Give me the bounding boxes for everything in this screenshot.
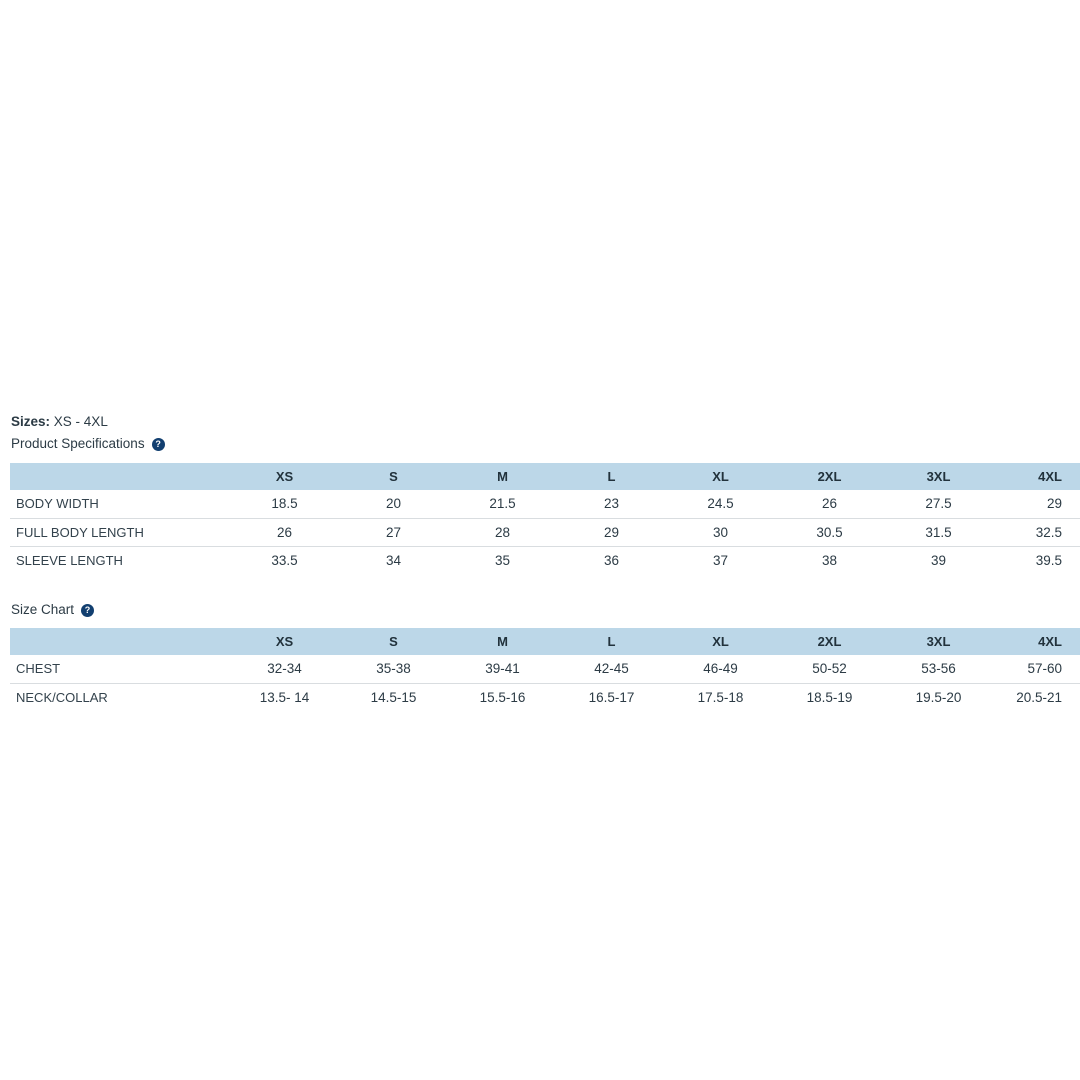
size-column-header: 2XL (775, 463, 884, 490)
measurement-value: 34 (339, 545, 448, 574)
size-column-header: M (448, 628, 557, 655)
measurement-value: 27.5 (925, 496, 952, 512)
measurement-value: 53-56 (921, 661, 956, 677)
measurement-value: 26 (821, 496, 838, 512)
size-column-header: XS (230, 628, 339, 655)
measurement-value: 21.5 (489, 496, 516, 512)
help-icon[interactable]: ? (151, 437, 165, 451)
measurement-value: 30 (666, 517, 775, 546)
size-column-header: XL (666, 463, 775, 490)
row-label-column-header (10, 628, 230, 655)
measurement-value: 18.5 (271, 496, 298, 512)
measurement-value: 14.5-15 (339, 682, 448, 711)
measurement-value: 26 (230, 517, 339, 546)
table-row: SLEEVE LENGTH 33.5 34 35 36 37 38 39 39.5 (10, 545, 1080, 574)
sizes-line: Sizes: XS - 4XL (11, 414, 1080, 430)
measurement-value: 38 (775, 545, 884, 574)
size-column-header: 3XL (884, 463, 993, 490)
product-specifications-title: Product Specifications (11, 436, 145, 451)
measurement-value: 46-49 (703, 661, 738, 677)
row-label: SLEEVE LENGTH (10, 545, 230, 574)
size-chart-title: Size Chart (11, 602, 75, 617)
row-label: CHEST (16, 661, 61, 677)
measurement-value: 20 (385, 496, 402, 512)
measurement-value: 50-52 (812, 661, 847, 677)
size-column-header: 2XL (775, 628, 884, 655)
measurement-value: 39 (884, 545, 993, 574)
measurement-value: 13.5- 14 (230, 682, 339, 711)
product-details-section: Sizes: XS - 4XL Product Specifications ?… (10, 414, 1080, 711)
row-label: NECK/COLLAR (10, 682, 230, 711)
size-column-header: S (339, 628, 448, 655)
measurement-value: 35-38 (376, 661, 411, 677)
size-header-row: XS S M L XL 2XL 3XL 4XL (10, 628, 1080, 655)
size-column-header: 4XL (993, 463, 1080, 490)
row-label: FULL BODY LENGTH (10, 517, 230, 546)
table-row: BODY WIDTH 18.5 20 21.5 23 24.5 26 27.5 29 (10, 490, 1080, 518)
measurement-value: 18.5-19 (775, 682, 884, 711)
measurement-value: 33.5 (230, 545, 339, 574)
measurement-value: 29 (1046, 496, 1062, 512)
measurement-value: 37 (666, 545, 775, 574)
measurement-value: 16.5-17 (557, 682, 666, 711)
measurement-value: 15.5-16 (448, 682, 557, 711)
measurement-value: 20.5-21 (993, 682, 1080, 711)
size-column-header: 4XL (993, 628, 1080, 655)
product-specifications-table: XS S M L XL 2XL 3XL 4XL BODY WIDTH 18.5 20 21.5 23 24… (10, 463, 1080, 574)
measurement-value: 19.5-20 (884, 682, 993, 711)
size-column-header: L (557, 628, 666, 655)
size-chart-table: XS S M L XL 2XL 3XL 4XL CHEST 32-34 35-38 39-41 42-4… (10, 628, 1080, 711)
table-row: NECK/COLLAR 13.5- 14 14.5-15 15.5-16 16.5-17… (10, 682, 1080, 711)
measurement-value: 27 (339, 517, 448, 546)
row-label: BODY WIDTH (16, 496, 99, 512)
sizes-label: Sizes: (11, 414, 51, 429)
measurement-value: 24.5 (707, 496, 734, 512)
product-specifications-heading: Product Specifications ? (11, 436, 1080, 452)
sizes-value: XS - 4XL (53, 414, 108, 429)
size-chart-heading: Size Chart ? (11, 602, 1080, 618)
size-column-header: M (448, 463, 557, 490)
measurement-value: 31.5 (884, 517, 993, 546)
measurement-value: 32.5 (993, 517, 1080, 546)
measurement-value: 17.5-18 (666, 682, 775, 711)
size-header-row: XS S M L XL 2XL 3XL 4XL (10, 463, 1080, 490)
measurement-value: 23 (603, 496, 620, 512)
table-row: FULL BODY LENGTH 26 27 28 29 30 30.5 31.5 32.5 (10, 517, 1080, 546)
measurement-value: 28 (448, 517, 557, 546)
measurement-value: 29 (557, 517, 666, 546)
measurement-value: 57-60 (1027, 661, 1062, 677)
help-icon[interactable]: ? (81, 603, 95, 617)
measurement-value: 39.5 (993, 545, 1080, 574)
measurement-value: 39-41 (485, 661, 520, 677)
measurement-value: 35 (448, 545, 557, 574)
measurement-value: 36 (557, 545, 666, 574)
measurement-value: 30.5 (775, 517, 884, 546)
row-label-column-header (10, 463, 230, 490)
size-column-header: XL (666, 628, 775, 655)
size-column-header: L (557, 463, 666, 490)
size-column-header: 3XL (884, 628, 993, 655)
measurement-value: 42-45 (594, 661, 629, 677)
measurement-value: 32-34 (267, 661, 302, 677)
table-row: CHEST 32-34 35-38 39-41 42-45 46-49 50-52 53-56… (10, 655, 1080, 683)
size-column-header: S (339, 463, 448, 490)
size-column-header: XS (230, 463, 339, 490)
